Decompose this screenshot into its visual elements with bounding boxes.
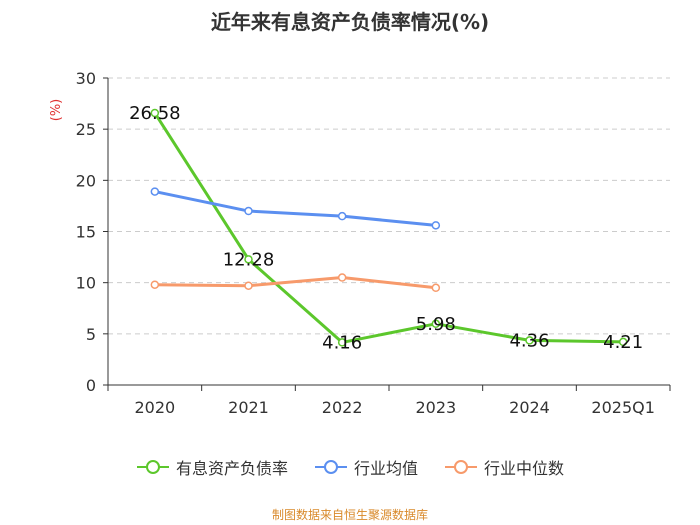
data-point [431, 319, 441, 329]
legend-item[interactable]: 有息资产负债率 [136, 455, 288, 479]
data-label: 4.21 [603, 332, 643, 353]
legend-line-marker-icon [445, 460, 477, 474]
data-point [244, 281, 253, 290]
legend-line-marker-icon [314, 460, 347, 474]
y-tick-label: 5 [86, 325, 96, 344]
data-label: 26.58 [129, 103, 181, 124]
legend-item[interactable]: 行业中位数 [444, 455, 564, 479]
series-line-2 [154, 276, 436, 290]
data-point [525, 336, 534, 345]
data-point [618, 337, 628, 347]
data-point [150, 280, 160, 289]
legend-label: 行业均值 [353, 459, 418, 478]
legend-label: 行业中位数 [484, 459, 565, 478]
data-point [244, 206, 253, 216]
y-tick-label: 30 [76, 69, 96, 88]
data-point [337, 273, 347, 282]
data-source-note: 制图数据来自恒生聚源数据库 [271, 508, 428, 522]
legend-item[interactable]: 行业均值 [314, 455, 418, 479]
x-tick-label: 2022 [322, 398, 363, 417]
data-point [244, 255, 253, 264]
series-line-0 [153, 112, 624, 344]
data-label: 4.36 [509, 330, 549, 351]
x-tick-label: 2020 [134, 398, 175, 417]
x-tick-label: 2021 [228, 398, 269, 417]
y-tick-label: 10 [76, 274, 96, 293]
y-tick-label: 25 [76, 120, 96, 139]
data-point [431, 283, 441, 293]
series-line-1 [154, 190, 436, 227]
data-point [337, 338, 347, 347]
data-point [150, 187, 160, 196]
chart-legend: 有息资产负债率 行业均值 行业中位数 [0, 452, 700, 482]
data-point [150, 108, 160, 118]
data-label: 5.98 [416, 314, 456, 335]
data-label: 12.28 [223, 249, 275, 270]
data-point [337, 211, 347, 221]
y-tick-label: 0 [86, 376, 96, 395]
x-tick-label: 2025Q1 [591, 398, 655, 417]
y-tick-label: 15 [76, 223, 96, 242]
legend-dot [145, 460, 160, 474]
x-tick-label: 2023 [415, 398, 456, 417]
data-label: 4.16 [322, 332, 362, 353]
legend-label: 有息资产负债率 [175, 459, 288, 478]
y-tick-label: 20 [76, 171, 96, 190]
x-tick-label: 2024 [509, 398, 550, 417]
data-point [431, 221, 441, 230]
y-axis-unit-label: (%) [49, 99, 64, 122]
legend-dot [454, 460, 468, 474]
legend-line-marker-icon [136, 460, 169, 474]
legend-dot [323, 460, 338, 474]
chart-title: 近年来有息资产负债率情况(%) [210, 10, 490, 34]
